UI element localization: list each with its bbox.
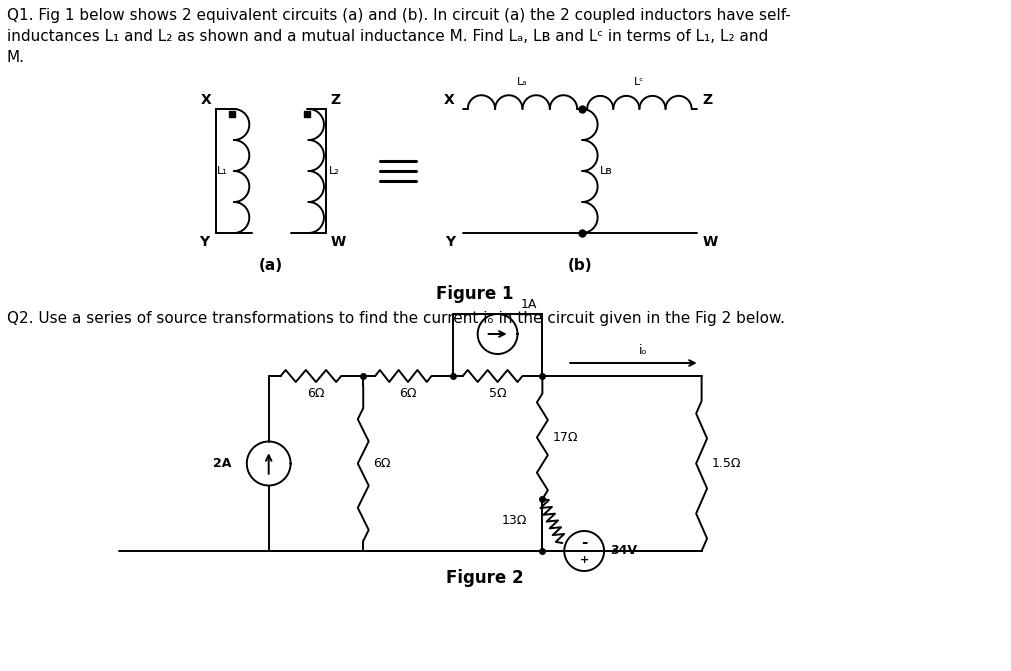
Text: W: W	[702, 235, 717, 249]
Text: 13Ω: 13Ω	[501, 515, 527, 527]
Text: Lʙ: Lʙ	[600, 166, 612, 176]
Text: X: X	[201, 93, 211, 107]
Text: Z: Z	[702, 93, 712, 107]
Text: Lₐ: Lₐ	[517, 77, 528, 87]
Text: 34V: 34V	[610, 544, 636, 558]
Text: L₁: L₁	[216, 166, 227, 176]
Text: X: X	[444, 93, 454, 107]
Text: -: -	[580, 535, 586, 550]
Text: 2A: 2A	[212, 457, 231, 470]
Text: 6Ω: 6Ω	[307, 387, 325, 400]
Text: 6Ω: 6Ω	[373, 457, 390, 470]
Text: (a): (a)	[259, 258, 283, 273]
Text: (b): (b)	[567, 258, 591, 273]
Text: Figure 2: Figure 2	[446, 569, 524, 587]
Text: L₂: L₂	[329, 166, 339, 176]
Text: 5Ω: 5Ω	[488, 387, 506, 400]
Text: +: +	[579, 555, 588, 565]
Text: Z: Z	[330, 93, 340, 107]
Text: Y: Y	[444, 235, 454, 249]
Text: inductances L₁ and L₂ as shown and a mutual inductance M. Find Lₐ, Lʙ and Lᶜ in : inductances L₁ and L₂ as shown and a mut…	[7, 29, 767, 44]
Text: W: W	[330, 235, 346, 249]
Text: 1A: 1A	[520, 298, 536, 311]
Text: M.: M.	[7, 50, 25, 65]
Text: 6Ω: 6Ω	[399, 387, 417, 400]
Text: Y: Y	[199, 235, 209, 249]
Text: Q1. Fig 1 below shows 2 equivalent circuits (a) and (b). In circuit (a) the 2 co: Q1. Fig 1 below shows 2 equivalent circu…	[7, 8, 790, 23]
Text: Figure 1: Figure 1	[436, 285, 514, 303]
Text: iₒ: iₒ	[638, 344, 647, 357]
Text: 1.5Ω: 1.5Ω	[711, 457, 740, 470]
Text: 17Ω: 17Ω	[552, 431, 577, 444]
Text: Q2. Use a series of source transformations to find the current iₒ in the circuit: Q2. Use a series of source transformatio…	[7, 311, 785, 326]
Text: Lᶜ: Lᶜ	[634, 77, 644, 87]
